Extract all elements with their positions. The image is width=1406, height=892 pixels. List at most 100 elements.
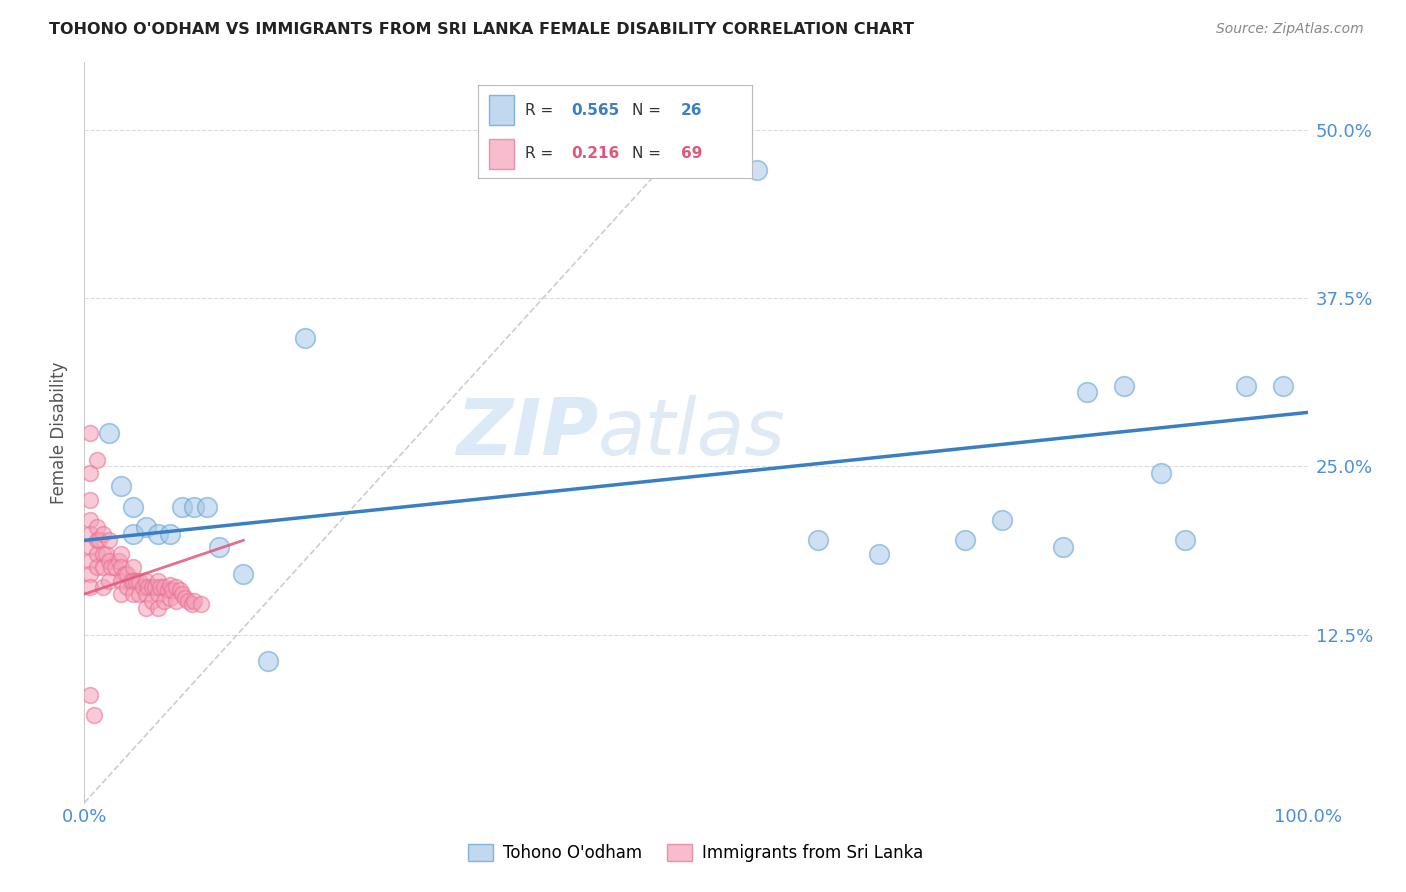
Point xyxy=(183,594,205,608)
Point xyxy=(122,526,145,541)
Point xyxy=(87,533,110,548)
Point xyxy=(208,540,231,554)
Point xyxy=(177,594,200,608)
Point xyxy=(110,560,132,574)
Point xyxy=(122,560,145,574)
Point xyxy=(97,425,120,440)
Point xyxy=(181,597,204,611)
Point xyxy=(1150,466,1173,480)
Point xyxy=(86,520,108,534)
Point xyxy=(156,583,179,598)
Point xyxy=(173,591,195,606)
Point xyxy=(169,583,191,598)
Point xyxy=(1174,533,1197,548)
Point xyxy=(97,533,120,548)
Text: 0.565: 0.565 xyxy=(571,103,620,118)
Text: TOHONO O'ODHAM VS IMMIGRANTS FROM SRI LANKA FEMALE DISABILITY CORRELATION CHART: TOHONO O'ODHAM VS IMMIGRANTS FROM SRI LA… xyxy=(49,22,914,37)
Point xyxy=(128,587,150,601)
Point xyxy=(135,600,157,615)
Point xyxy=(136,581,159,595)
Point xyxy=(110,574,132,588)
Point xyxy=(110,547,132,561)
Point xyxy=(86,452,108,467)
Point xyxy=(91,526,114,541)
Point xyxy=(172,500,194,514)
Point xyxy=(115,581,138,595)
Point xyxy=(97,553,120,567)
Point xyxy=(143,581,166,595)
Point xyxy=(232,566,254,581)
Point xyxy=(159,526,181,541)
Point xyxy=(79,540,101,554)
Point xyxy=(165,594,187,608)
Text: N =: N = xyxy=(631,145,665,161)
Point xyxy=(79,688,101,702)
Point xyxy=(132,581,155,595)
Point xyxy=(97,574,120,588)
Point xyxy=(115,566,138,581)
Point xyxy=(153,594,176,608)
Text: R =: R = xyxy=(524,103,558,118)
Point xyxy=(294,331,316,345)
Point xyxy=(86,560,108,574)
Point xyxy=(79,581,101,595)
Point xyxy=(91,560,114,574)
Point xyxy=(991,513,1014,527)
Point xyxy=(146,574,169,588)
Point xyxy=(953,533,976,548)
Point xyxy=(146,600,169,615)
Point xyxy=(257,655,280,669)
Text: atlas: atlas xyxy=(598,394,786,471)
Point xyxy=(79,513,101,527)
FancyBboxPatch shape xyxy=(489,139,513,169)
Point xyxy=(1114,378,1136,392)
Text: Source: ZipAtlas.com: Source: ZipAtlas.com xyxy=(1216,22,1364,37)
Point xyxy=(195,500,218,514)
Point xyxy=(91,547,114,561)
Point xyxy=(100,560,122,574)
Point xyxy=(79,425,101,440)
Text: 0.216: 0.216 xyxy=(571,145,620,161)
Point xyxy=(110,587,132,601)
Point xyxy=(162,583,184,598)
Point xyxy=(1076,385,1098,400)
Point xyxy=(122,587,145,601)
Text: R =: R = xyxy=(524,145,558,161)
Point xyxy=(114,566,136,581)
Point xyxy=(83,708,105,723)
Point xyxy=(190,597,212,611)
Point xyxy=(104,560,127,574)
Text: 69: 69 xyxy=(681,145,703,161)
Point xyxy=(1236,378,1258,392)
Point xyxy=(135,574,157,588)
Point xyxy=(1052,540,1074,554)
Point xyxy=(86,547,108,561)
Point xyxy=(120,574,142,588)
Point xyxy=(122,500,145,514)
Point xyxy=(807,533,830,548)
Point xyxy=(79,553,101,567)
Point xyxy=(153,581,176,595)
Point xyxy=(172,587,194,601)
Point xyxy=(146,526,169,541)
Point xyxy=(869,547,891,561)
Point xyxy=(135,587,157,601)
Point xyxy=(159,591,181,606)
Y-axis label: Female Disability: Female Disability xyxy=(51,361,69,504)
Point xyxy=(146,587,169,601)
Point xyxy=(79,526,101,541)
Text: ZIP: ZIP xyxy=(456,394,598,471)
Point xyxy=(79,492,101,507)
Point xyxy=(159,578,181,592)
Text: 26: 26 xyxy=(681,103,703,118)
Point xyxy=(141,594,163,608)
Point xyxy=(141,581,163,595)
Point xyxy=(125,574,148,588)
Point xyxy=(110,479,132,493)
Point xyxy=(96,547,118,561)
Point xyxy=(165,581,187,595)
Point xyxy=(1272,378,1295,392)
Point xyxy=(107,553,129,567)
Text: N =: N = xyxy=(631,103,665,118)
Point xyxy=(149,581,172,595)
